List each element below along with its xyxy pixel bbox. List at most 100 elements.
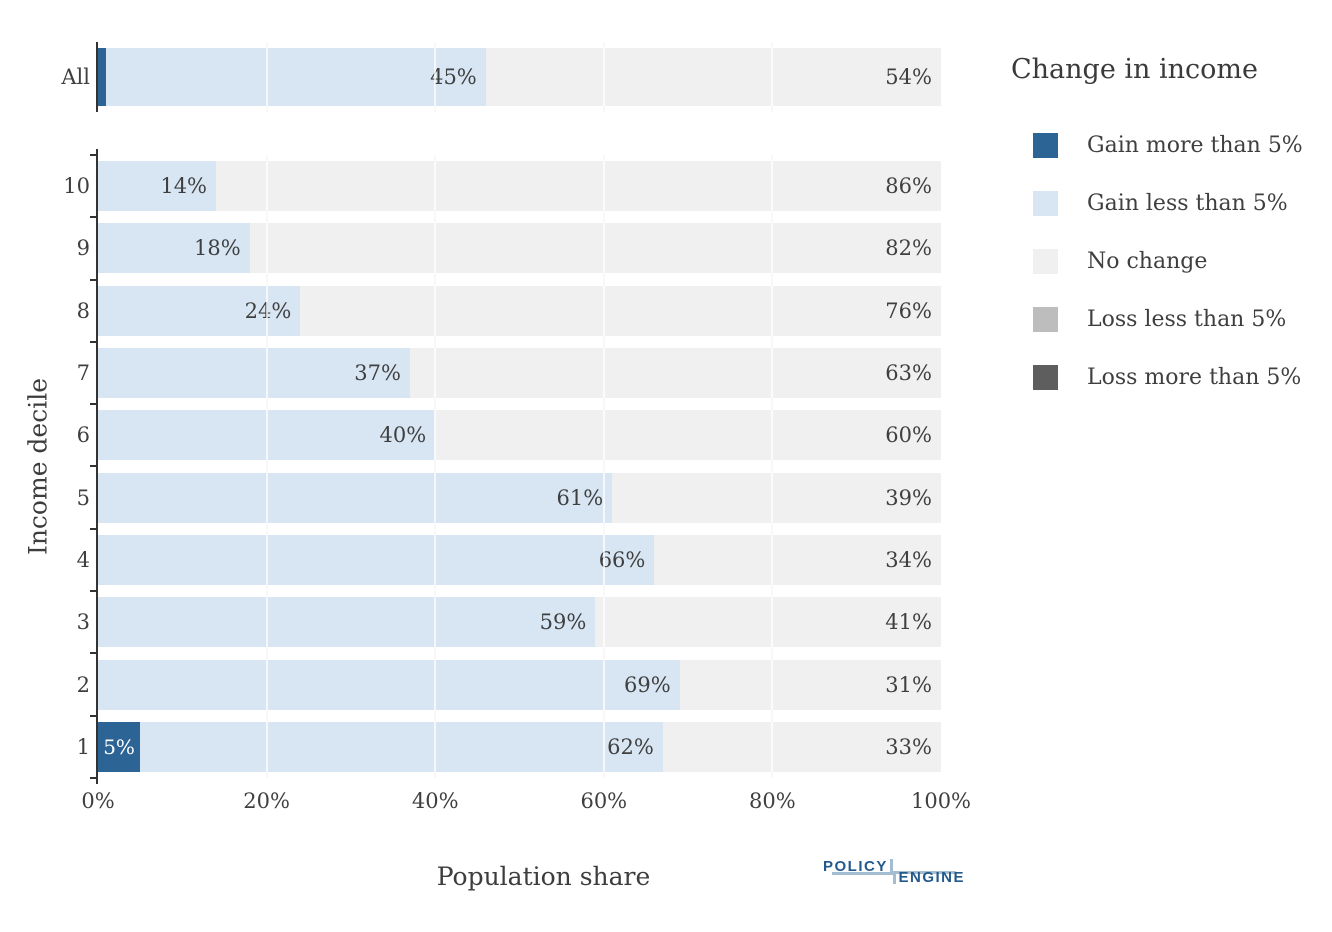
- y-axis-line: [96, 42, 98, 112]
- stacked-bar: 59% 41%: [98, 597, 941, 648]
- stacked-bar: 61% 39%: [98, 472, 941, 523]
- legend-item-loss-less-than-5[interactable]: Loss less than 5%: [1033, 307, 1303, 332]
- segment-gain-less-than-5[interactable]: 61%: [98, 472, 613, 523]
- x-tick-label: 80%: [749, 789, 796, 813]
- legend-item-gain-less-than-5[interactable]: Gain less than 5%: [1033, 191, 1303, 216]
- bar-row-decile-9: 9 18% 82%: [77, 217, 941, 281]
- y-tick-label: 5: [76, 485, 90, 510]
- stacked-bar: 40% 60%: [98, 410, 941, 461]
- x-axis: 0% 20% 40% 60% 80% 100%: [81, 789, 971, 817]
- stacked-bar: 5% 62% 33%: [98, 721, 941, 772]
- segment-value-label: 37%: [354, 361, 401, 386]
- bar-row-all: All 45% 54%: [61, 42, 941, 112]
- segment-no-change[interactable]: 60%: [435, 410, 941, 461]
- segment-gain-less-than-5[interactable]: 66%: [98, 534, 655, 585]
- segment-gain-more-than-5[interactable]: [98, 48, 107, 106]
- segment-value-label: 63%: [885, 361, 932, 386]
- bar-row-decile-7: 7 37% 63%: [77, 342, 941, 406]
- stacked-bar: 18% 82%: [98, 223, 941, 274]
- gridline-overlay: [602, 155, 605, 778]
- segment-value-label: 41%: [885, 610, 932, 635]
- bar-row-decile-10: 10 14% 86%: [63, 155, 941, 219]
- bar-row-decile-3: 3 59% 41%: [77, 591, 941, 655]
- all-subplot: All 45% 54%: [61, 42, 941, 112]
- logo-text-engine: ENGINE: [898, 869, 965, 886]
- segment-gain-more-than-5[interactable]: 5%: [98, 721, 141, 772]
- y-tick-label: 8: [76, 298, 90, 323]
- segment-value-label: 54%: [885, 65, 932, 89]
- segment-gain-less-than-5[interactable]: 14%: [98, 161, 217, 212]
- deciles-subplot: 10 14% 86% 9 18% 82% 8 24%: [63, 149, 941, 784]
- y-tick-label: 3: [76, 610, 90, 635]
- segment-value-label: 61%: [556, 485, 604, 510]
- segment-no-change[interactable]: 41%: [595, 597, 941, 648]
- segment-gain-less-than-5[interactable]: 59%: [98, 597, 596, 648]
- segment-no-change[interactable]: 82%: [249, 223, 941, 274]
- x-axis-title: Population share: [436, 862, 651, 891]
- legend-item-label: Loss less than 5%: [1087, 307, 1287, 332]
- segment-gain-less-than-5[interactable]: 45%: [106, 48, 486, 106]
- y-tick-label: 2: [76, 672, 90, 697]
- y-tick-label: 4: [76, 547, 90, 572]
- stacked-bar: 14% 86%: [98, 161, 941, 212]
- segment-value-label: 69%: [623, 672, 671, 697]
- logo-bracket-icon: [889, 859, 956, 874]
- segment-gain-less-than-5[interactable]: 62%: [140, 721, 663, 772]
- segment-no-change[interactable]: 54%: [485, 48, 941, 106]
- segment-value-label: 62%: [607, 734, 654, 759]
- segment-value-label: 60%: [885, 423, 932, 448]
- segment-no-change[interactable]: 39%: [612, 472, 941, 523]
- y-axis-title: Income decile: [23, 377, 53, 556]
- x-tick-label: 0%: [81, 789, 115, 813]
- logo-text-policy: POLICY: [823, 858, 888, 875]
- legend-swatch: [1033, 365, 1058, 390]
- bar-row-decile-4: 4 66% 34%: [77, 529, 941, 593]
- gridline-overlay: [434, 155, 437, 778]
- gridline-overlay: [602, 42, 605, 112]
- segment-no-change[interactable]: 63%: [409, 348, 941, 399]
- gridline-overlay: [771, 155, 774, 778]
- legend-item-no-change[interactable]: No change: [1033, 249, 1303, 274]
- gridline-overlay: [265, 155, 268, 778]
- legend: Gain more than 5% Gain less than 5% No c…: [1033, 133, 1303, 423]
- stacked-bar: 45% 54%: [98, 48, 941, 106]
- x-tick-label: 100%: [910, 789, 972, 813]
- segment-gain-less-than-5[interactable]: 69%: [98, 659, 680, 710]
- segment-gain-less-than-5[interactable]: 37%: [98, 348, 410, 399]
- stacked-bar: 66% 34%: [98, 534, 941, 585]
- segment-value-label: 45%: [430, 65, 477, 89]
- segment-value-label: 14%: [160, 174, 208, 199]
- bar-row-decile-1: 1 5% 62% 33%: [77, 716, 941, 780]
- y-tick-label: 6: [76, 423, 90, 448]
- legend-item-label: Gain more than 5%: [1087, 133, 1303, 158]
- legend-swatch: [1033, 133, 1058, 158]
- segment-value-label: 86%: [885, 174, 932, 199]
- segment-value-label: 24%: [244, 298, 292, 323]
- segment-no-change[interactable]: 76%: [300, 285, 941, 336]
- gridline-overlay: [771, 42, 774, 112]
- segment-gain-less-than-5[interactable]: 24%: [98, 285, 301, 336]
- legend-item-loss-more-than-5[interactable]: Loss more than 5%: [1033, 365, 1303, 390]
- segment-value-label: 66%: [598, 547, 646, 572]
- segment-no-change[interactable]: 33%: [662, 721, 941, 772]
- legend-item-label: Loss more than 5%: [1087, 365, 1302, 390]
- y-tick-label: 9: [76, 236, 90, 261]
- segment-no-change[interactable]: 34%: [654, 534, 941, 585]
- x-tick-label: 60%: [580, 789, 628, 813]
- legend-title: Change in income: [1011, 54, 1258, 85]
- segment-no-change[interactable]: 86%: [216, 161, 941, 212]
- x-tick-label: 20%: [243, 789, 290, 813]
- stacked-bar: 37% 63%: [98, 348, 941, 399]
- segment-value-label: 34%: [885, 547, 932, 572]
- y-axis-line: [96, 149, 98, 784]
- segment-gain-less-than-5[interactable]: 18%: [98, 223, 250, 274]
- legend-item-gain-more-than-5[interactable]: Gain more than 5%: [1033, 133, 1303, 158]
- legend-swatch: [1033, 307, 1058, 332]
- segment-value-label: 76%: [885, 298, 932, 323]
- gridline-overlay: [434, 42, 437, 112]
- segment-no-change[interactable]: 31%: [679, 659, 941, 710]
- bar-row-decile-5: 5 61% 39%: [77, 466, 941, 531]
- y-tick-label: 7: [76, 361, 90, 386]
- legend-swatch: [1033, 249, 1058, 274]
